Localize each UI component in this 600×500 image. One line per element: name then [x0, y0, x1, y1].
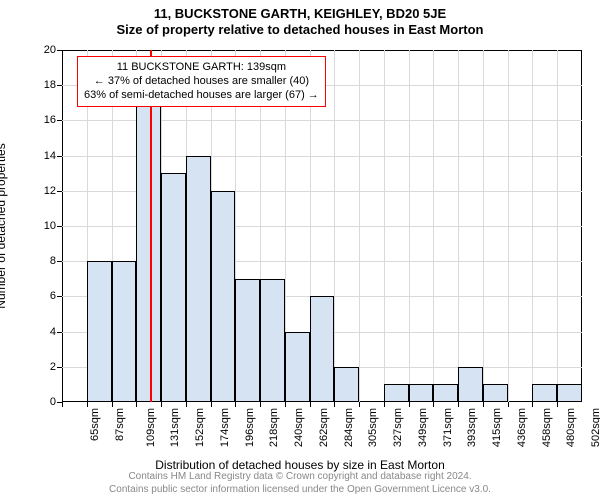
gridline-v: [433, 50, 434, 402]
x-tick-mark: [409, 402, 410, 407]
footer-line1: Contains HM Land Registry data © Crown c…: [0, 471, 600, 484]
histogram-bar: [211, 191, 236, 402]
y-axis-title: Number of detached properties: [0, 143, 8, 308]
histogram-bar: [384, 384, 409, 402]
x-tick-label: 415sqm: [491, 408, 503, 447]
annotation-line: ← 37% of detached houses are smaller (40…: [84, 75, 319, 89]
x-tick-label: 327sqm: [392, 408, 404, 447]
annotation-line: 11 BUCKSTONE GARTH: 139sqm: [84, 61, 319, 75]
gridline-v: [409, 50, 410, 402]
x-axis-title: Distribution of detached houses by size …: [155, 458, 445, 472]
x-tick-mark: [359, 402, 360, 407]
x-tick-mark: [186, 402, 187, 407]
x-tick-label: 284sqm: [343, 408, 355, 447]
x-tick-label: 305sqm: [368, 408, 380, 447]
x-tick-label: 131sqm: [169, 408, 181, 447]
gridline-v: [557, 50, 558, 402]
x-tick-label: 152sqm: [194, 408, 206, 447]
histogram-bar: [557, 384, 582, 402]
histogram-bar: [260, 279, 285, 402]
x-tick-mark: [62, 402, 63, 407]
y-tick-label: 18: [44, 79, 62, 91]
y-tick-label: 0: [50, 396, 62, 408]
annotation-box: 11 BUCKSTONE GARTH: 139sqm← 37% of detac…: [77, 56, 326, 107]
gridline-v: [384, 50, 385, 402]
x-tick-mark: [483, 402, 484, 407]
gridline-v: [359, 50, 360, 402]
histogram-bar: [433, 384, 458, 402]
x-tick-label: 393sqm: [467, 408, 479, 447]
y-tick-label: 4: [50, 326, 62, 338]
y-tick-label: 20: [44, 44, 62, 56]
y-tick-label: 2: [50, 361, 62, 373]
x-tick-label: 436sqm: [516, 408, 528, 447]
x-tick-mark: [112, 402, 113, 407]
histogram-bar: [235, 279, 260, 402]
footer: Contains HM Land Registry data © Crown c…: [0, 471, 600, 496]
histogram-bar: [112, 261, 137, 402]
x-tick-mark: [458, 402, 459, 407]
annotation-line: 63% of semi-detached houses are larger (…: [84, 89, 319, 103]
y-tick-label: 12: [44, 185, 62, 197]
x-tick-label: 240sqm: [293, 408, 305, 447]
histogram-bar: [334, 367, 359, 402]
histogram-bar: [87, 261, 112, 402]
x-tick-mark: [532, 402, 533, 407]
y-tick-label: 10: [44, 220, 62, 232]
x-tick-mark: [384, 402, 385, 407]
y-tick-label: 16: [44, 114, 62, 126]
x-tick-label: 458sqm: [541, 408, 553, 447]
x-tick-mark: [235, 402, 236, 407]
histogram-bar: [532, 384, 557, 402]
gridline-v: [508, 50, 509, 402]
x-tick-mark: [161, 402, 162, 407]
x-tick-label: 262sqm: [318, 408, 330, 447]
x-tick-mark: [136, 402, 137, 407]
y-tick-label: 6: [50, 290, 62, 302]
x-tick-label: 218sqm: [268, 408, 280, 447]
gridline-v: [532, 50, 533, 402]
histogram-bar: [310, 296, 335, 402]
x-tick-label: 109sqm: [145, 408, 157, 447]
histogram-chart: 0246810121416182065sqm87sqm109sqm131sqm1…: [62, 50, 582, 402]
x-tick-label: 174sqm: [219, 408, 231, 447]
page-title-line2: Size of property relative to detached ho…: [0, 22, 600, 38]
x-tick-label: 502sqm: [590, 408, 600, 447]
histogram-bar: [409, 384, 434, 402]
y-tick-label: 8: [50, 255, 62, 267]
y-tick-label: 14: [44, 150, 62, 162]
gridline-v: [483, 50, 484, 402]
x-tick-mark: [211, 402, 212, 407]
x-tick-label: 371sqm: [442, 408, 454, 447]
histogram-bar: [483, 384, 508, 402]
x-tick-mark: [508, 402, 509, 407]
x-tick-label: 349sqm: [417, 408, 429, 447]
x-tick-label: 87sqm: [114, 408, 126, 441]
x-tick-label: 196sqm: [244, 408, 256, 447]
x-tick-mark: [285, 402, 286, 407]
x-tick-mark: [334, 402, 335, 407]
histogram-bar: [186, 156, 211, 402]
x-tick-mark: [260, 402, 261, 407]
x-tick-label: 65sqm: [89, 408, 101, 441]
gridline-v: [334, 50, 335, 402]
histogram-bar: [136, 103, 161, 402]
x-tick-mark: [557, 402, 558, 407]
x-tick-mark: [310, 402, 311, 407]
histogram-bar: [285, 332, 310, 402]
histogram-bar: [458, 367, 483, 402]
x-tick-label: 480sqm: [566, 408, 578, 447]
histogram-bar: [161, 173, 186, 402]
footer-line2: Contains public sector information licen…: [0, 484, 600, 497]
page-title-line1: 11, BUCKSTONE GARTH, KEIGHLEY, BD20 5JE: [0, 6, 600, 22]
x-tick-mark: [87, 402, 88, 407]
x-tick-mark: [433, 402, 434, 407]
gridline-v: [458, 50, 459, 402]
